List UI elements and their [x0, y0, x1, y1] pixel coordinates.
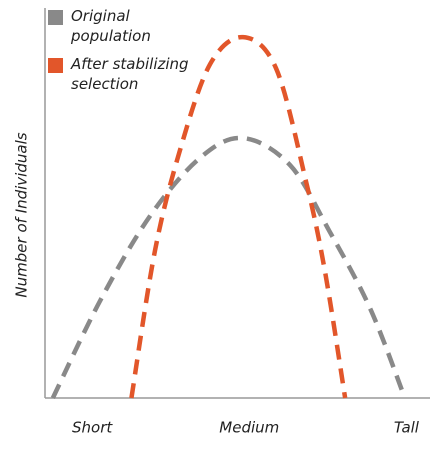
legend-label: After stabilizing selection	[71, 55, 189, 93]
legend-swatch	[48, 10, 63, 25]
series-line	[129, 34, 348, 399]
legend-item: After stabilizing selection	[48, 54, 218, 94]
series-line	[50, 135, 407, 399]
y-axis-label: Number of Individuals	[13, 132, 31, 297]
x-tick-label: Medium	[219, 419, 279, 437]
legend-item: Original population	[48, 6, 218, 46]
legend: Original population After stabilizing sel…	[48, 6, 218, 102]
legend-label: Original population	[71, 7, 151, 45]
x-tick-label: Short	[72, 419, 113, 437]
legend-swatch	[48, 58, 63, 73]
x-tick-label: Tall	[394, 419, 420, 437]
